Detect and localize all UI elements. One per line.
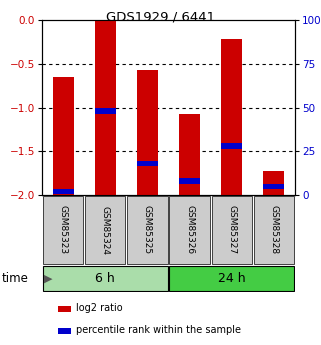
Bar	[127, 196, 168, 264]
Text: 6 h: 6 h	[95, 272, 115, 285]
Bar	[221, 39, 242, 195]
Bar	[169, 196, 210, 264]
Bar	[53, 189, 74, 194]
Text: time: time	[2, 272, 29, 285]
Bar	[212, 196, 252, 264]
Bar	[43, 196, 83, 264]
Bar	[221, 144, 242, 149]
Text: GSM85324: GSM85324	[101, 206, 110, 255]
Bar	[85, 196, 126, 264]
Bar	[254, 196, 294, 264]
Text: GSM85325: GSM85325	[143, 205, 152, 255]
Bar	[263, 184, 284, 189]
Bar	[43, 266, 168, 290]
Text: GSM85327: GSM85327	[227, 205, 236, 255]
Bar	[95, 108, 116, 114]
Text: GSM85323: GSM85323	[59, 205, 68, 255]
Bar	[95, 20, 116, 195]
Bar	[137, 70, 158, 195]
Text: ▶: ▶	[44, 274, 52, 284]
Bar	[263, 170, 284, 195]
Bar	[137, 161, 158, 166]
Text: log2 ratio: log2 ratio	[76, 303, 122, 313]
Text: GSM85328: GSM85328	[269, 205, 278, 255]
Text: GDS1929 / 6441: GDS1929 / 6441	[106, 10, 215, 23]
Text: 24 h: 24 h	[218, 272, 246, 285]
Bar	[179, 178, 200, 184]
Bar	[169, 266, 294, 290]
Text: percentile rank within the sample: percentile rank within the sample	[76, 325, 241, 335]
Bar	[53, 77, 74, 195]
Text: GSM85326: GSM85326	[185, 205, 194, 255]
Bar	[179, 114, 200, 195]
